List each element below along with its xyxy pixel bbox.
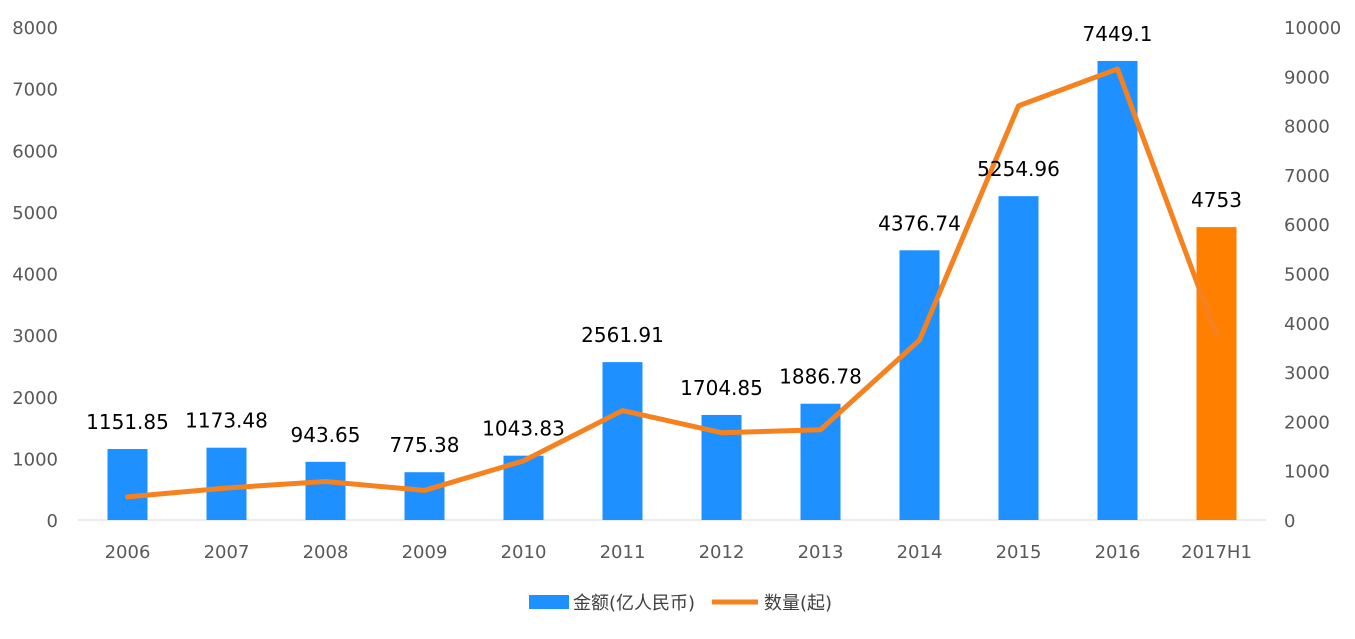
bar-data-label: 775.38 bbox=[390, 433, 460, 457]
x-tick-label: 2016 bbox=[1095, 542, 1141, 563]
y-right-tick-label: 5000 bbox=[1284, 265, 1330, 286]
bar-data-label: 1704.85 bbox=[680, 376, 763, 400]
bar bbox=[602, 362, 643, 520]
x-tick-label: 2007 bbox=[204, 542, 250, 563]
y-left-tick-label: 0 bbox=[47, 511, 58, 532]
bar-data-label: 943.65 bbox=[291, 423, 361, 447]
bar bbox=[1196, 227, 1237, 520]
legend-label-count: 数量(起) bbox=[764, 593, 832, 614]
x-tick-label: 2013 bbox=[798, 542, 844, 563]
legend: 金额(亿人民币) 数量(起) bbox=[529, 593, 832, 614]
bar bbox=[1097, 60, 1138, 520]
y-right-tick-label: 3000 bbox=[1284, 363, 1330, 384]
bar-data-label: 1043.83 bbox=[482, 417, 565, 441]
x-tick-label: 2015 bbox=[996, 542, 1042, 563]
line-point bbox=[226, 487, 227, 489]
y-left-tick-label: 3000 bbox=[12, 326, 58, 347]
line-point bbox=[1018, 105, 1019, 107]
line-layer bbox=[125, 66, 1219, 500]
bar bbox=[206, 447, 247, 520]
y-right-tick-label: 8000 bbox=[1284, 117, 1330, 138]
bar-data-label: 4753 bbox=[1191, 188, 1242, 212]
y-left-tick-label: 8000 bbox=[12, 18, 58, 39]
bar bbox=[998, 196, 1039, 520]
line-point bbox=[820, 429, 821, 431]
y-right-tick-label: 6000 bbox=[1284, 215, 1330, 236]
y-left-tick-label: 7000 bbox=[12, 80, 58, 101]
y-left-tick-label: 6000 bbox=[12, 141, 58, 162]
bar bbox=[107, 449, 148, 520]
x-tick-label: 2012 bbox=[699, 542, 745, 563]
line-point bbox=[1117, 68, 1118, 70]
x-tick-label: 2017H1 bbox=[1181, 542, 1252, 563]
y-left-tick-label: 5000 bbox=[12, 203, 58, 224]
line-point bbox=[622, 410, 623, 412]
line-point bbox=[424, 489, 425, 491]
x-tick-label: 2010 bbox=[501, 542, 547, 563]
bar-data-label: 1886.78 bbox=[779, 365, 862, 389]
bar-data-label: 1173.48 bbox=[185, 409, 268, 433]
legend-label-amount: 金额(亿人民币) bbox=[573, 593, 695, 614]
x-tick-label: 2011 bbox=[600, 542, 646, 563]
bar bbox=[404, 472, 445, 520]
bar-data-label: 7449.1 bbox=[1083, 22, 1153, 46]
y-right-tick-label: 4000 bbox=[1284, 314, 1330, 335]
x-tick-label: 2006 bbox=[105, 542, 151, 563]
line-point bbox=[1216, 334, 1217, 336]
y-right-tick-label: 0 bbox=[1284, 511, 1295, 532]
x-tick-label: 2014 bbox=[897, 542, 943, 563]
line-point bbox=[127, 496, 128, 498]
data-labels-layer: 1151.85 1173.48 943.65 775.38 1043.83 2561.91… bbox=[86, 22, 1242, 457]
line-point bbox=[325, 481, 326, 483]
x-tick-label: 2009 bbox=[402, 542, 448, 563]
bar bbox=[305, 461, 346, 520]
y-left-tick-label: 1000 bbox=[12, 449, 58, 470]
x-tick-label: 2008 bbox=[303, 542, 349, 563]
y-left-tick-label: 2000 bbox=[12, 388, 58, 409]
bar-data-label: 2561.91 bbox=[581, 323, 664, 347]
y-right-tick-label: 7000 bbox=[1284, 166, 1330, 187]
bar bbox=[800, 403, 841, 520]
y-right-tick-label: 9000 bbox=[1284, 67, 1330, 88]
bar-data-label: 5254.96 bbox=[977, 157, 1060, 181]
bars-layer bbox=[107, 60, 1237, 521]
bar-data-label: 4376.74 bbox=[878, 211, 961, 235]
line-point bbox=[919, 339, 920, 341]
line-series-count bbox=[125, 66, 1219, 500]
line-point bbox=[721, 432, 722, 434]
y-right-tick-label: 2000 bbox=[1284, 412, 1330, 433]
y-right-tick-label: 10000 bbox=[1284, 18, 1341, 39]
line-point bbox=[523, 460, 524, 462]
legend-swatch-amount bbox=[529, 595, 569, 609]
y-right-tick-label: 1000 bbox=[1284, 462, 1330, 483]
bar-data-label: 1151.85 bbox=[86, 410, 169, 434]
y-left-tick-label: 4000 bbox=[12, 265, 58, 286]
bar bbox=[899, 250, 940, 521]
axes-layer: 0 1000 2000 3000 4000 5000 6000 7000 8000 0 1000 20… bbox=[12, 18, 1341, 563]
